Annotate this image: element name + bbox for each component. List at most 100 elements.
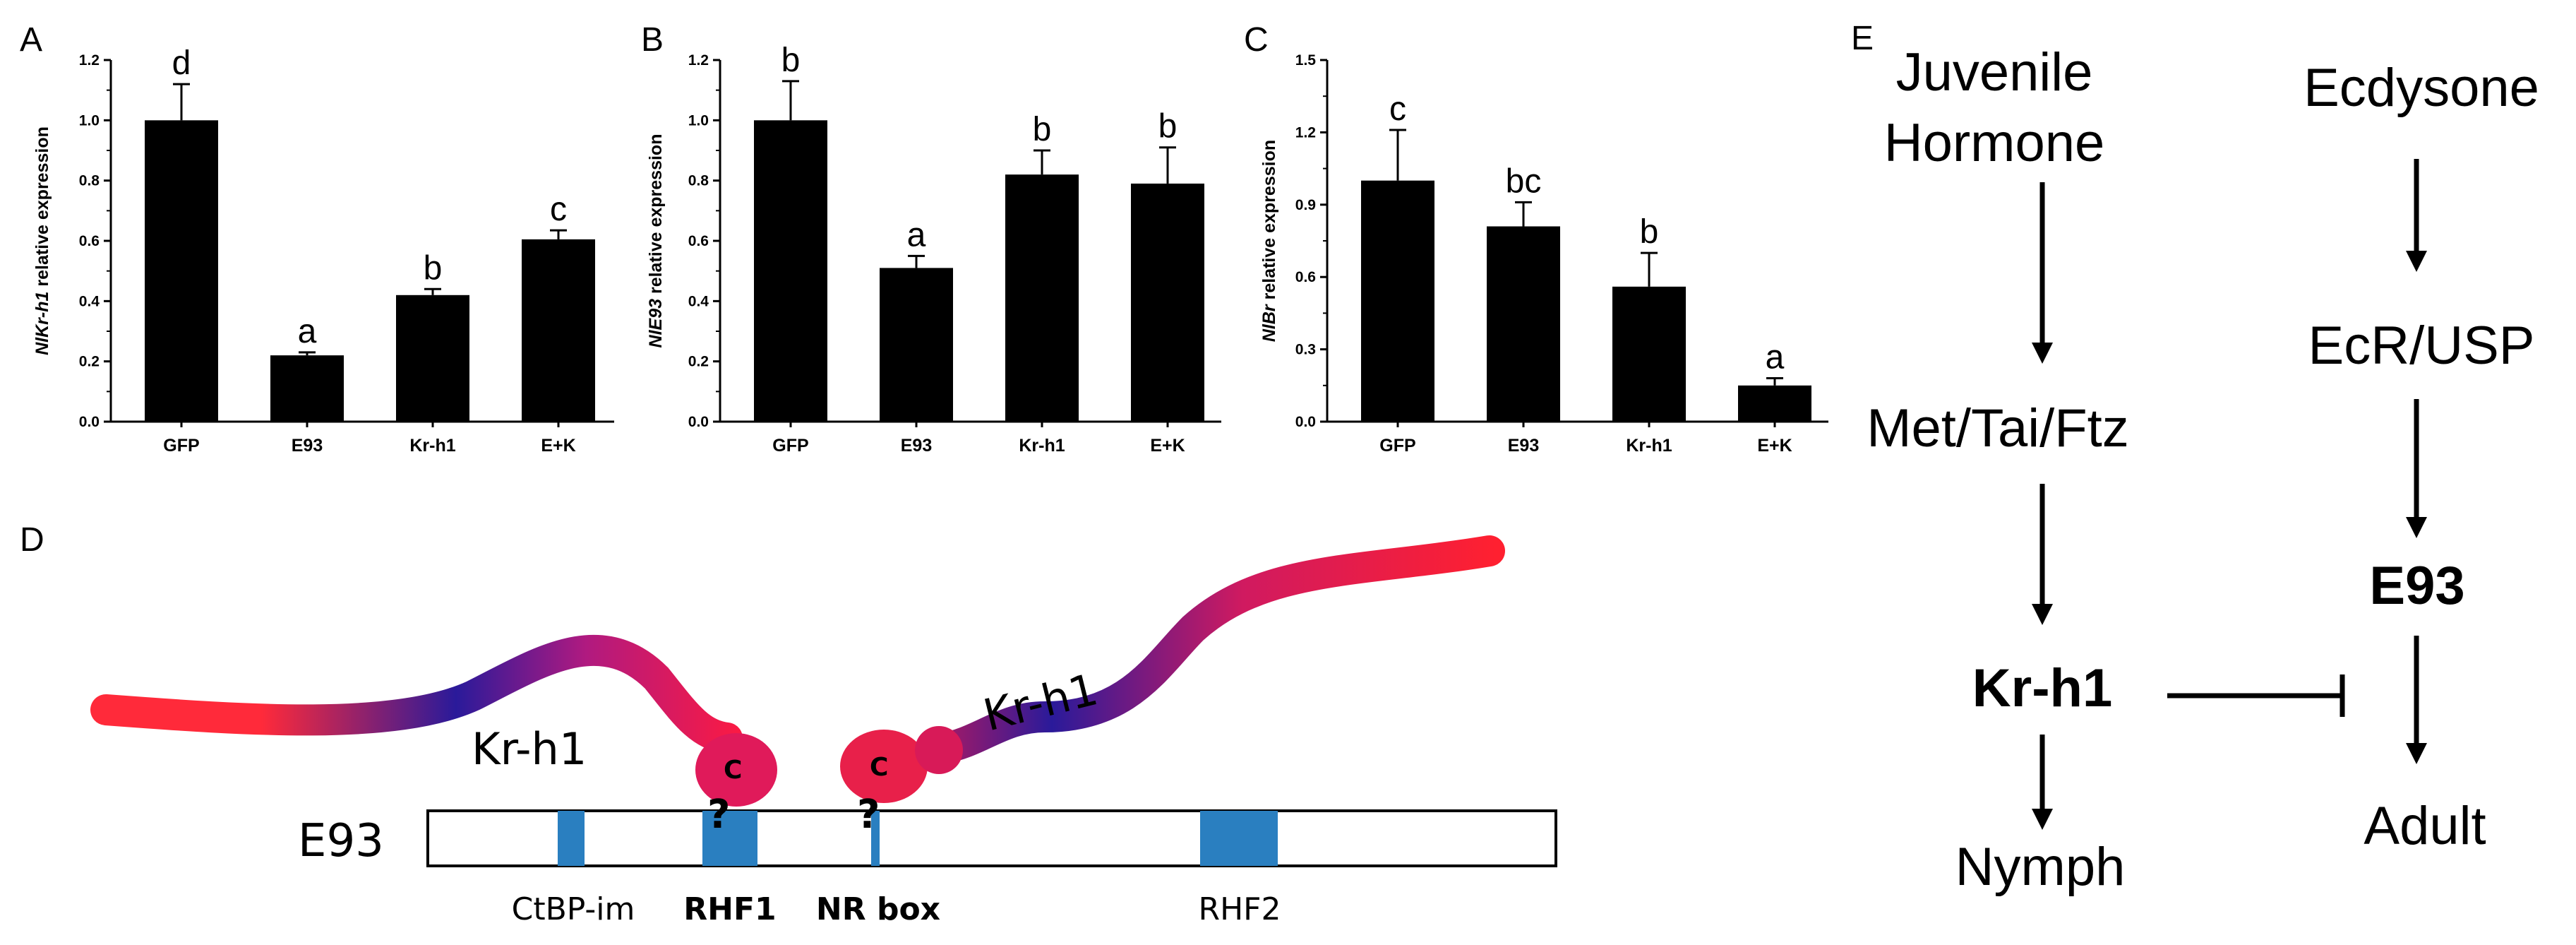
adult-label: Adult xyxy=(2364,796,2486,856)
y-tick-label: 0.2 xyxy=(688,354,709,370)
bar xyxy=(1131,183,1204,422)
bar xyxy=(1738,385,1811,422)
y-tick-label: 0.0 xyxy=(688,414,709,430)
c-label-left: C xyxy=(724,756,742,785)
arrow-ecdysone-to-ecr xyxy=(2406,159,2427,272)
y-axis-label-species: Nl xyxy=(1259,323,1279,342)
ecr-usp-label: EcR/USP xyxy=(2308,316,2535,376)
nymph-label: Nymph xyxy=(1955,837,2126,897)
y-axis-label-rest: relative expression xyxy=(646,134,666,299)
significance-label: b xyxy=(1033,111,1052,148)
x-tick-label: Kr-h1 xyxy=(1019,436,1065,456)
panel-label-e: E xyxy=(1851,20,1874,57)
arrow-met-to-krh1 xyxy=(2032,484,2053,625)
y-axis-label-species: Nl xyxy=(646,329,666,347)
x-tick-label: Kr-h1 xyxy=(1626,436,1672,456)
y-axis-label: NlBr relative expression xyxy=(1259,140,1279,342)
bar xyxy=(754,120,827,422)
arrow-jh-to-met xyxy=(2032,182,2053,364)
ecdysone-label: Ecdysone xyxy=(2304,58,2539,118)
significance-label: b xyxy=(1158,108,1178,145)
juvenile-hormone-line2: Hormone xyxy=(1884,113,2105,173)
y-tick-label: 1.2 xyxy=(688,52,709,69)
y-tick-label: 0.2 xyxy=(79,354,100,370)
y-axis-label-species: Nl xyxy=(32,337,52,355)
y-axis-label-rest: relative expression xyxy=(1259,140,1279,304)
x-tick-label: GFP xyxy=(1379,436,1415,456)
significance-label: b xyxy=(424,249,443,287)
met-tai-ftz-label: Met/Tai/Ftz xyxy=(1867,398,2129,458)
domain-label-ctbp: CtBP-im xyxy=(512,891,635,927)
y-tick-label: 1.2 xyxy=(79,52,100,69)
bar xyxy=(270,355,344,422)
juvenile-hormone-line1: Juvenile xyxy=(1896,42,2093,102)
domain-label-rhf2: RHF2 xyxy=(1199,891,1281,927)
y-tick-label: 0.9 xyxy=(1295,197,1316,213)
significance-label: c xyxy=(550,191,567,228)
x-tick-label: E93 xyxy=(901,436,932,456)
kr-h1-left-label: Kr-h1 xyxy=(472,723,587,775)
y-axis-label-gene: Kr-h1 xyxy=(32,292,52,338)
panel-d-diagram: C C Kr-h1 Kr-h1 ? ? E93 CtBP-im RHF1 NR … xyxy=(90,535,1557,927)
x-tick-label: GFP xyxy=(772,436,808,456)
y-tick-label: 0.6 xyxy=(1295,269,1316,285)
y-tick-label: 0.4 xyxy=(688,293,709,309)
e93-pathway-label: E93 xyxy=(2369,556,2464,616)
y-tick-label: 1.0 xyxy=(79,112,100,129)
x-tick-label: GFP xyxy=(163,436,199,456)
domain-label-nrbox: NR box xyxy=(816,891,940,927)
domain-label-rhf1: RHF1 xyxy=(683,891,776,927)
y-tick-label: 1.0 xyxy=(688,112,709,129)
significance-label: a xyxy=(298,313,317,350)
y-tick-label: 0.6 xyxy=(688,233,709,249)
kr-h1-left-tube xyxy=(90,634,743,754)
y-axis-label-gene: Br xyxy=(1259,304,1279,324)
kr-h1-right-tube xyxy=(927,535,1505,764)
y-tick-label: 0.0 xyxy=(79,414,100,430)
chart-c: 0.0 0.3 0.6 0.9 1.2 1.5 NlBr relative expressi… xyxy=(1259,52,1828,456)
y-tick-label: 0.6 xyxy=(79,233,100,249)
domain-nr-box xyxy=(871,811,880,866)
bar xyxy=(1361,180,1434,422)
y-tick-label: 0.8 xyxy=(79,173,100,189)
e93-protein-bar xyxy=(426,809,1557,867)
y-axis-label-gene: E93 xyxy=(646,299,666,331)
c-terminus-right xyxy=(840,730,928,803)
bar xyxy=(145,120,218,422)
arrow-e93-to-adult xyxy=(2406,636,2427,764)
y-tick-label: 0.0 xyxy=(1295,414,1316,430)
domain-rhf2 xyxy=(1200,811,1278,866)
bar xyxy=(522,239,595,422)
question-mark-left: ? xyxy=(707,792,730,838)
y-tick-label: 1.2 xyxy=(1295,124,1316,141)
significance-label: d xyxy=(172,44,191,82)
x-tick-label: E+K xyxy=(541,436,575,456)
kr-h1-pathway-label: Kr-h1 xyxy=(1972,658,2112,718)
bar xyxy=(396,295,469,422)
significance-label: c xyxy=(1389,90,1406,128)
panel-label-d: D xyxy=(20,521,44,559)
inhibition-krh1-to-adult xyxy=(2167,674,2345,717)
significance-label: b xyxy=(781,42,801,79)
y-axis-label-rest: relative expression xyxy=(32,126,52,291)
x-tick-label: Kr-h1 xyxy=(409,436,455,456)
question-mark-right: ? xyxy=(857,792,880,838)
panel-label-c: C xyxy=(1244,21,1269,59)
c-label-right: C xyxy=(870,753,888,782)
domain-ctbp-im xyxy=(558,811,585,866)
y-tick-label: 1.5 xyxy=(1295,52,1317,69)
domain-rhf1 xyxy=(702,811,757,866)
y-tick-label: 0.3 xyxy=(1295,342,1316,358)
panel-label-a: A xyxy=(20,21,42,59)
c-terminus-left xyxy=(695,733,777,807)
y-tick-label: 0.4 xyxy=(79,293,100,309)
arrow-krh1-to-nymph xyxy=(2032,735,2053,830)
significance-label: a xyxy=(907,216,926,254)
x-tick-label: E+K xyxy=(1757,436,1792,456)
significance-label: b xyxy=(1640,213,1659,251)
bar xyxy=(1005,174,1079,422)
bar xyxy=(880,268,953,422)
